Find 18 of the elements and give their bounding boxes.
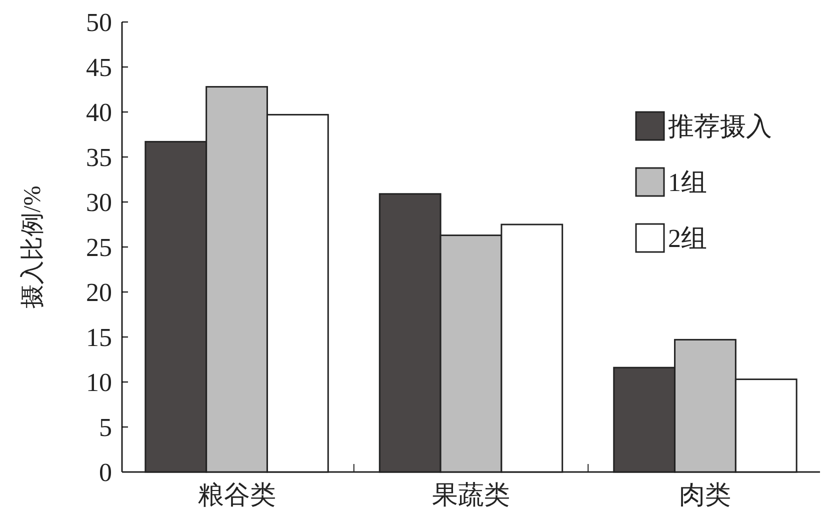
y-tick-label: 40: [86, 98, 112, 128]
y-tick-label: 5: [99, 413, 112, 442]
y-tick-label: 35: [86, 143, 112, 172]
y-tick-label: 0: [99, 458, 112, 488]
legend-label: 1组: [668, 168, 707, 198]
legend-label: 推荐摄入: [668, 112, 772, 142]
y-tick-label: 20: [86, 278, 112, 308]
y-tick-label: 10: [86, 368, 112, 398]
x-tick-label: 果蔬类: [432, 480, 510, 510]
y-axis-title: 摄入比例/%: [19, 186, 46, 308]
x-tick-label: 肉类: [679, 480, 732, 510]
y-tick-label: 15: [86, 323, 112, 352]
y-tick-label: 25: [86, 233, 112, 262]
y-tick-label: 30: [86, 188, 112, 218]
y-tick-label: 45: [86, 53, 112, 82]
legend-label: 2组: [668, 224, 707, 254]
x-tick-label: 粮谷类: [198, 480, 276, 510]
y-tick-label: 50: [86, 8, 112, 38]
